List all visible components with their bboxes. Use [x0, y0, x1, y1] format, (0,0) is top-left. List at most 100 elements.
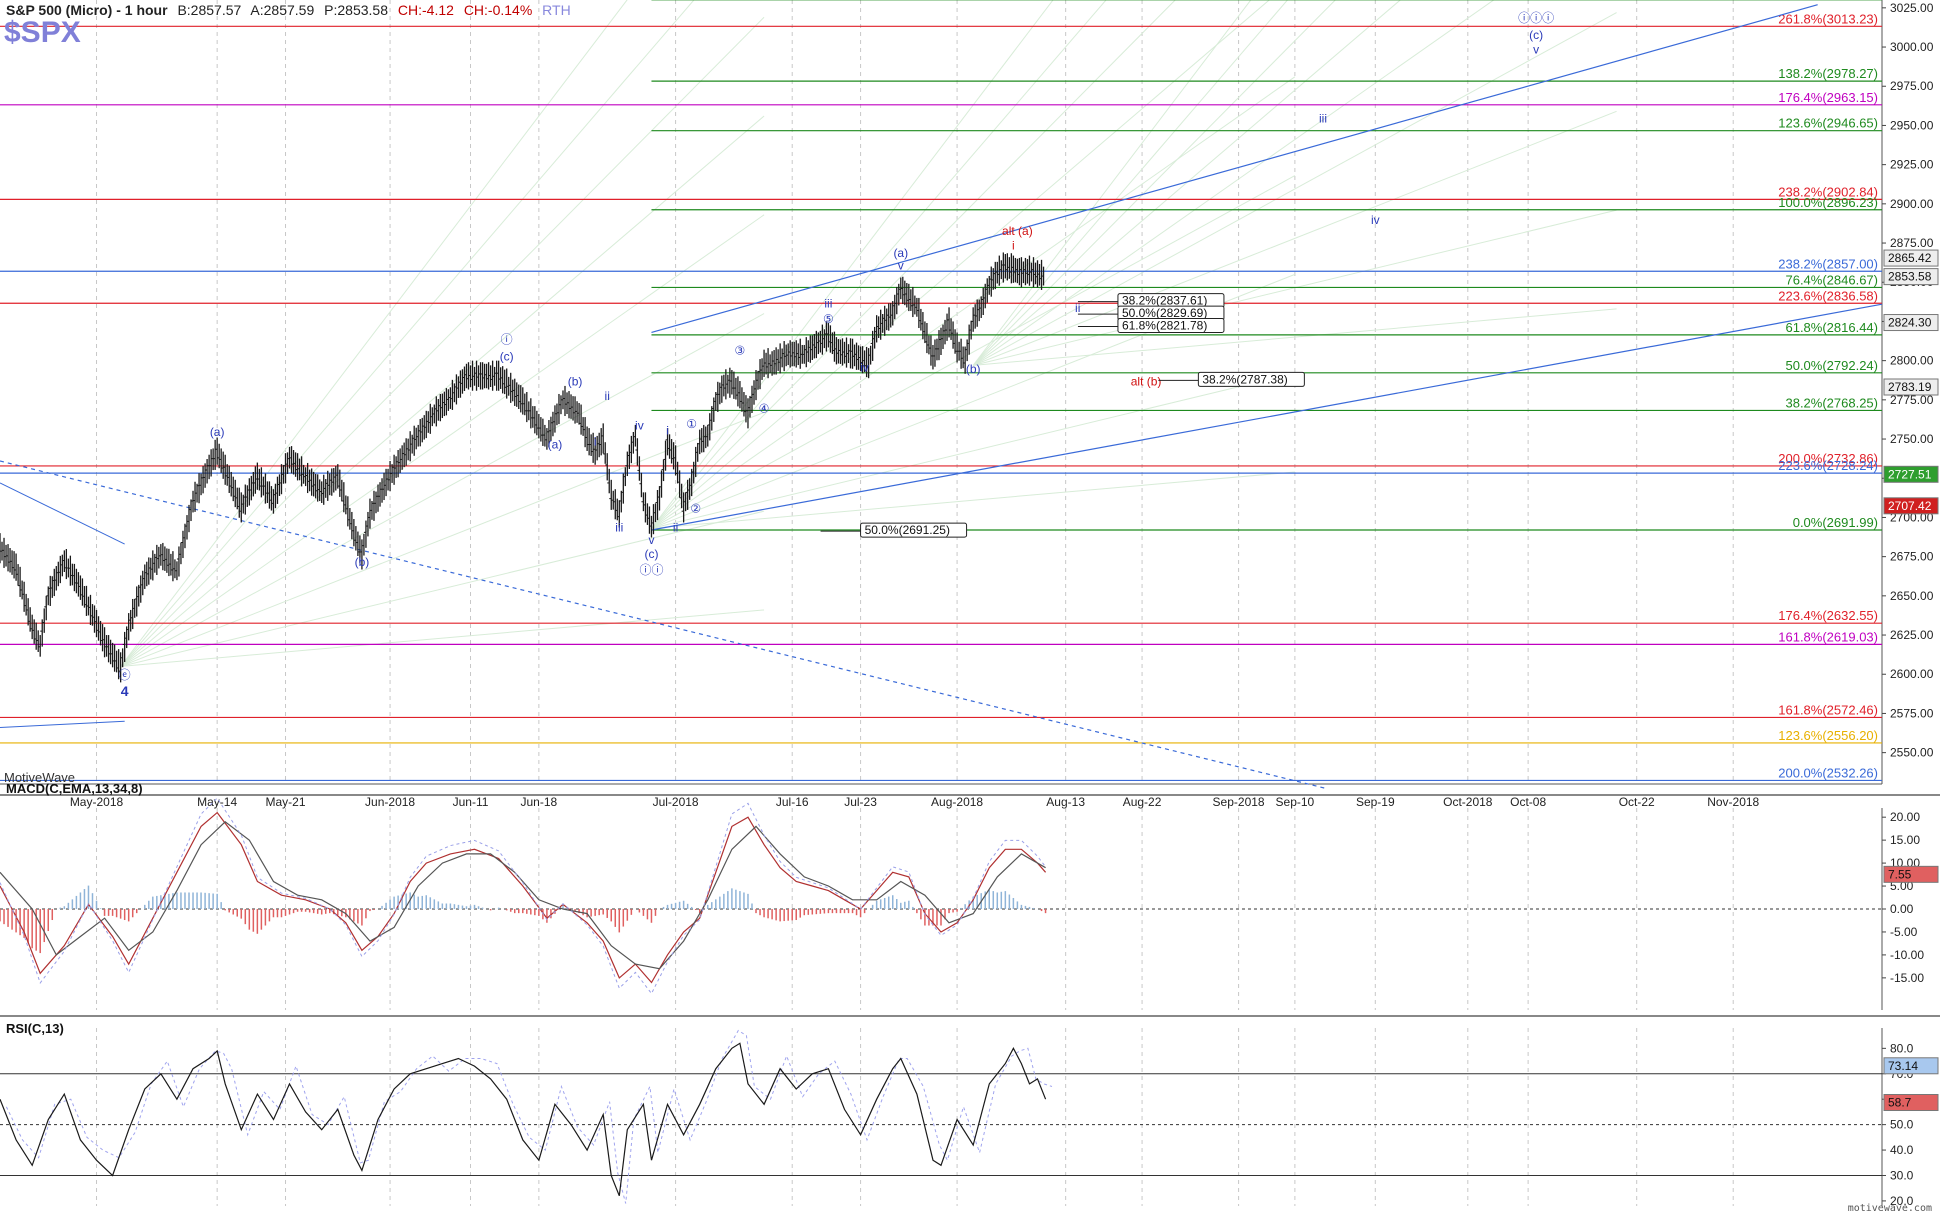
- trendline-dashed: [0, 460, 1328, 790]
- wave-label: ii: [1075, 301, 1080, 315]
- y-tick-label: 2675.00: [1890, 550, 1934, 564]
- price-marker: [1883, 268, 1939, 286]
- wave-label: iii: [1319, 111, 1327, 125]
- fib-level-label: 161.8%(2572.46): [1778, 702, 1878, 717]
- x-tick-label: Jul-16: [776, 795, 809, 809]
- wave-label: (c): [644, 547, 658, 561]
- x-tick-label: Sep-19: [1356, 795, 1395, 809]
- fan-line: [972, 110, 1617, 366]
- x-tick-label: May-2018: [70, 795, 124, 809]
- fib-level-label: 100.0%(2896.23): [1778, 195, 1878, 210]
- y-tick-label: 30.0: [1890, 1168, 1914, 1182]
- fib-level-label: 123.6%(2556.20): [1778, 728, 1878, 743]
- wave-label: (c): [500, 350, 514, 364]
- wave-label: ①: [686, 417, 697, 431]
- price-marker-label: 2853.58: [1888, 270, 1932, 284]
- wave-label: alt (a): [1002, 224, 1033, 238]
- y-tick-label: 2775.00: [1890, 393, 1934, 407]
- wave-label: ii: [605, 389, 610, 403]
- rsi-line: [0, 1042, 1047, 1197]
- fan-line: [651, 471, 1295, 529]
- y-tick-label: 2600.00: [1890, 667, 1934, 681]
- price-readout: P:2853.58: [324, 2, 388, 18]
- wave-label: iii: [615, 521, 623, 535]
- x-tick-label: Aug-2018: [931, 795, 983, 809]
- channel-upper: [651, 4, 1818, 333]
- wave-label: iv: [1371, 213, 1380, 227]
- wave-label: (a): [893, 246, 908, 260]
- x-tick-label: Jun-18: [521, 795, 558, 809]
- retrace-label: 38.2%(2787.38): [1202, 372, 1287, 386]
- macd-value-marker: [1883, 865, 1939, 883]
- wave-label: v: [1533, 42, 1539, 56]
- y-tick-label: -10.00: [1890, 948, 1924, 962]
- price-marker-label: 2783.19: [1888, 380, 1932, 394]
- wave-label: i: [594, 434, 597, 448]
- y-tick-label: 2575.00: [1890, 706, 1934, 720]
- wave-label: iv: [635, 419, 644, 433]
- watermark: MotiveWave: [4, 770, 76, 785]
- macd-signal-line: [0, 821, 1046, 970]
- rsi-pane-bg: [0, 1028, 1882, 1206]
- y-tick-label: 15.00: [1890, 833, 1920, 847]
- fan-line: [972, 0, 1252, 366]
- wave-label: ⓘⓘⓘ: [1518, 11, 1554, 25]
- fib-level-label: 261.8%(3013.23): [1778, 11, 1878, 26]
- wave-label: i: [666, 423, 669, 437]
- fan-line: [972, 0, 1336, 366]
- fan-line: [651, 372, 1295, 529]
- y-tick-label: -5.00: [1890, 925, 1918, 939]
- y-tick-label: 2975.00: [1890, 79, 1934, 93]
- x-tick-label: Sep-2018: [1213, 795, 1265, 809]
- fan-line: [651, 0, 1176, 529]
- chart-title: S&P 500 (Micro) - 1 hour: [6, 2, 168, 18]
- session-badge[interactable]: RTH: [542, 2, 571, 18]
- y-tick-label: 2625.00: [1890, 628, 1934, 642]
- fib-level-label: 238.2%(2857.00): [1778, 256, 1878, 271]
- retrace-label: 38.2%(2837.61): [1122, 294, 1207, 308]
- retrace-box: [1117, 317, 1225, 333]
- y-tick-label: 20.0: [1890, 1194, 1914, 1208]
- rsi-aux-line: [5, 1029, 1053, 1204]
- y-tick-label: 3025.00: [1890, 1, 1934, 15]
- fib-level-label: 50.0%(2792.24): [1785, 358, 1878, 373]
- wave-label: iii: [824, 296, 832, 310]
- macd-value-label: 7.55: [1888, 867, 1912, 881]
- retrace-label: 61.8%(2821.78): [1122, 318, 1207, 332]
- wave-label: v: [648, 533, 654, 547]
- wave-label: v: [898, 259, 904, 273]
- wave-label: ⓘⓘ: [639, 563, 663, 577]
- x-tick-label: Nov-2018: [1707, 795, 1759, 809]
- x-tick-label: Sep-10: [1276, 795, 1315, 809]
- fib-level-label: 161.8%(2619.03): [1778, 629, 1878, 644]
- x-tick-label: Oct-22: [1619, 795, 1655, 809]
- fib-level-label: 38.2%(2768.25): [1785, 395, 1878, 410]
- wave-label: alt (b): [1131, 375, 1162, 389]
- price-marker: [1883, 314, 1939, 332]
- fan-line: [651, 76, 1296, 529]
- bid-readout: B:2857.57: [177, 2, 242, 18]
- fib-level-label: 123.6%(2946.65): [1778, 116, 1878, 131]
- y-tick-label: 40.0: [1890, 1143, 1914, 1157]
- rsi-value-marker: [1883, 1057, 1939, 1075]
- fan-line: [120, 0, 695, 667]
- y-tick-label: 2800.00: [1890, 354, 1934, 368]
- fib-level-label: 76.4%(2846.67): [1785, 272, 1878, 287]
- rsi-value2-marker: [1883, 1094, 1939, 1112]
- macd-title: MACD(C,EMA,13,34,8): [6, 781, 143, 796]
- price-marker-label: 2865.42: [1888, 251, 1932, 265]
- wave-label: (b): [966, 362, 981, 376]
- y-tick-label: 2650.00: [1890, 589, 1934, 603]
- y-tick-label: 3000.00: [1890, 40, 1934, 54]
- fib-level-label: 176.4%(2963.15): [1778, 90, 1878, 105]
- wave-label: (c): [1529, 28, 1543, 42]
- wave-label: ③: [735, 343, 746, 357]
- fan-line: [651, 0, 1107, 529]
- x-tick-label: Aug-22: [1123, 795, 1162, 809]
- y-tick-label: 2750.00: [1890, 432, 1934, 446]
- y-tick-label: 2950.00: [1890, 118, 1934, 132]
- wave-label: ④: [759, 401, 770, 415]
- x-tick-label: Jun-2018: [365, 795, 415, 809]
- wave-label: (b): [568, 375, 583, 389]
